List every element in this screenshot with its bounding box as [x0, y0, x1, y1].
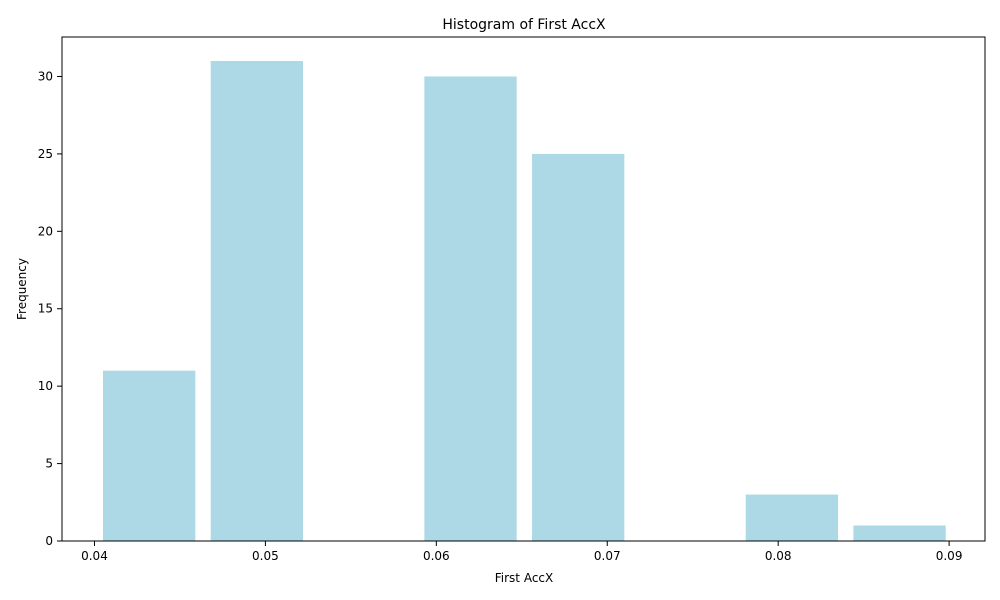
x-tick-label: 0.09: [936, 549, 963, 563]
plot-frame: [61, 36, 986, 542]
x-tick-label: 0.06: [423, 549, 450, 563]
histogram-bar-0: [103, 370, 196, 541]
x-tick-label: 0.08: [765, 549, 792, 563]
histogram-bar-4: [745, 494, 839, 541]
x-tick-label: 0.04: [81, 549, 108, 563]
y-tick-label: 20: [38, 224, 53, 238]
y-axis-ticks: 0 5 10 15 20 25 30: [38, 69, 62, 548]
x-axis-label: First AccX: [495, 571, 553, 585]
histogram-bar-1: [210, 61, 304, 541]
y-tick-label: 30: [38, 69, 53, 83]
x-tick-label: 0.07: [594, 549, 621, 563]
x-tick-label: 0.05: [252, 549, 279, 563]
histogram-bar-3: [532, 153, 625, 541]
histogram-bar-2: [424, 76, 517, 541]
y-tick-label: 10: [38, 379, 53, 393]
y-tick-label: 15: [38, 302, 53, 316]
histogram-bar-5: [853, 525, 946, 541]
chart-title: Histogram of First AccX: [442, 17, 606, 33]
y-axis-label: Frequency: [15, 258, 29, 320]
y-tick-label: 0: [45, 534, 53, 548]
y-tick-label: 5: [45, 457, 53, 471]
bars-group: [103, 61, 946, 541]
y-tick-label: 25: [38, 147, 53, 161]
x-axis-ticks: 0.04 0.05 0.06 0.07 0.08 0.09: [81, 541, 962, 563]
